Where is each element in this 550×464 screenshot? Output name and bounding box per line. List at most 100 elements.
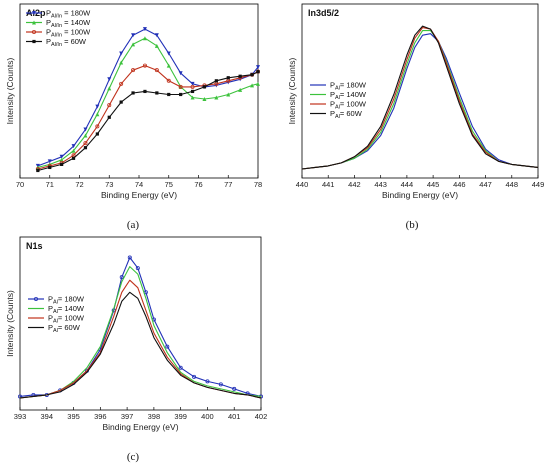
data-point — [48, 165, 52, 170]
series-3 — [19, 279, 262, 399]
data-point — [142, 63, 147, 68]
legend-marker — [32, 39, 36, 44]
data-point — [119, 51, 124, 56]
data-point — [202, 97, 207, 102]
series-2 — [35, 36, 260, 170]
panel-title: In3d5/2 — [308, 8, 339, 18]
x-tick-label: 440 — [296, 180, 309, 189]
data-point — [190, 89, 195, 94]
x-tick-label: 445 — [427, 180, 440, 189]
data-point — [154, 68, 159, 73]
data-point — [178, 365, 183, 370]
data-point — [131, 42, 136, 47]
data-point — [59, 157, 64, 162]
x-tick-label: 401 — [228, 412, 241, 421]
series-line — [19, 279, 262, 399]
x-tick-label: 399 — [174, 412, 187, 421]
data-point — [143, 89, 147, 94]
data-point — [83, 141, 88, 146]
legend-label: PAl= 180W — [48, 295, 85, 306]
data-point — [71, 148, 76, 153]
data-point — [95, 112, 100, 117]
data-point — [167, 92, 171, 97]
series-line — [37, 65, 259, 170]
legend-label: PAl= 180W — [330, 81, 367, 92]
data-point — [214, 95, 219, 100]
data-point — [232, 386, 237, 391]
data-point — [238, 87, 243, 92]
series-1 — [301, 33, 539, 170]
data-point — [142, 36, 147, 41]
series-line — [19, 291, 262, 399]
data-point — [119, 100, 123, 104]
data-point — [107, 77, 112, 82]
data-point — [250, 73, 254, 77]
data-point — [154, 43, 159, 48]
series-line — [301, 33, 539, 170]
x-tick-label: 441 — [322, 180, 335, 189]
plot-frame — [19, 3, 259, 179]
data-point — [95, 104, 100, 109]
panel-label: (c) — [127, 451, 140, 463]
x-tick-label: 77 — [224, 180, 232, 189]
data-point — [142, 27, 147, 32]
data-point — [178, 71, 183, 76]
data-point — [83, 146, 88, 150]
data-point — [218, 382, 223, 387]
x-axis-label: Binding Energy (eV) — [102, 422, 178, 432]
data-point — [47, 159, 52, 164]
data-point — [107, 115, 111, 119]
x-tick-label: 70 — [16, 180, 24, 189]
panel-label: (a) — [127, 219, 140, 231]
x-tick-label: 402 — [255, 412, 268, 421]
x-tick-label: 76 — [194, 180, 202, 189]
x-axis-label: Binding Energy (eV) — [101, 190, 177, 200]
data-point — [95, 132, 99, 136]
data-point — [226, 92, 231, 97]
x-tick-label: 72 — [75, 180, 83, 189]
panel-title: N1s — [26, 241, 43, 251]
chart-panel-2: In3d5/2 440 441 442 443 444 445 446 447 448 449 Bin… — [287, 3, 545, 231]
data-point — [107, 86, 112, 91]
y-axis-label: Intensity (Counts) — [287, 58, 297, 125]
data-point — [17, 394, 22, 399]
legend-marker — [32, 20, 36, 25]
data-point — [83, 127, 88, 132]
series-line — [301, 25, 539, 170]
data-point — [226, 76, 230, 80]
data-point — [214, 79, 218, 83]
data-point — [127, 255, 132, 260]
series-line — [37, 71, 259, 172]
series-line — [37, 37, 259, 168]
data-point — [202, 85, 207, 89]
legend-label: PAl= 60W — [330, 109, 363, 120]
data-point — [119, 275, 124, 280]
panel-label: (b) — [406, 219, 419, 231]
series-line — [37, 28, 259, 167]
data-point — [154, 33, 159, 38]
series-line — [19, 256, 262, 397]
data-point — [59, 154, 64, 159]
data-point — [83, 133, 88, 138]
x-tick-label: 396 — [94, 412, 107, 421]
x-tick-label: 449 — [532, 180, 545, 189]
x-tick-label: 78 — [254, 180, 262, 189]
data-point — [166, 63, 171, 68]
data-point — [205, 379, 210, 384]
data-point — [60, 162, 64, 166]
chart-panel-3: N1s 393 394 395 396 397 398 399 400 401 402 Binding… — [5, 236, 268, 463]
x-tick-label: 448 — [506, 180, 519, 189]
data-point — [250, 83, 255, 88]
data-point — [190, 81, 195, 86]
series-1 — [17, 255, 263, 399]
x-tick-label: 446 — [453, 180, 466, 189]
x-tick-label: 395 — [67, 412, 80, 421]
y-axis-label: Intensity (Counts) — [5, 58, 15, 125]
legend-marker — [32, 29, 37, 34]
x-tick-label: 74 — [135, 180, 143, 189]
legend-label: PAl= 60W — [48, 323, 81, 334]
